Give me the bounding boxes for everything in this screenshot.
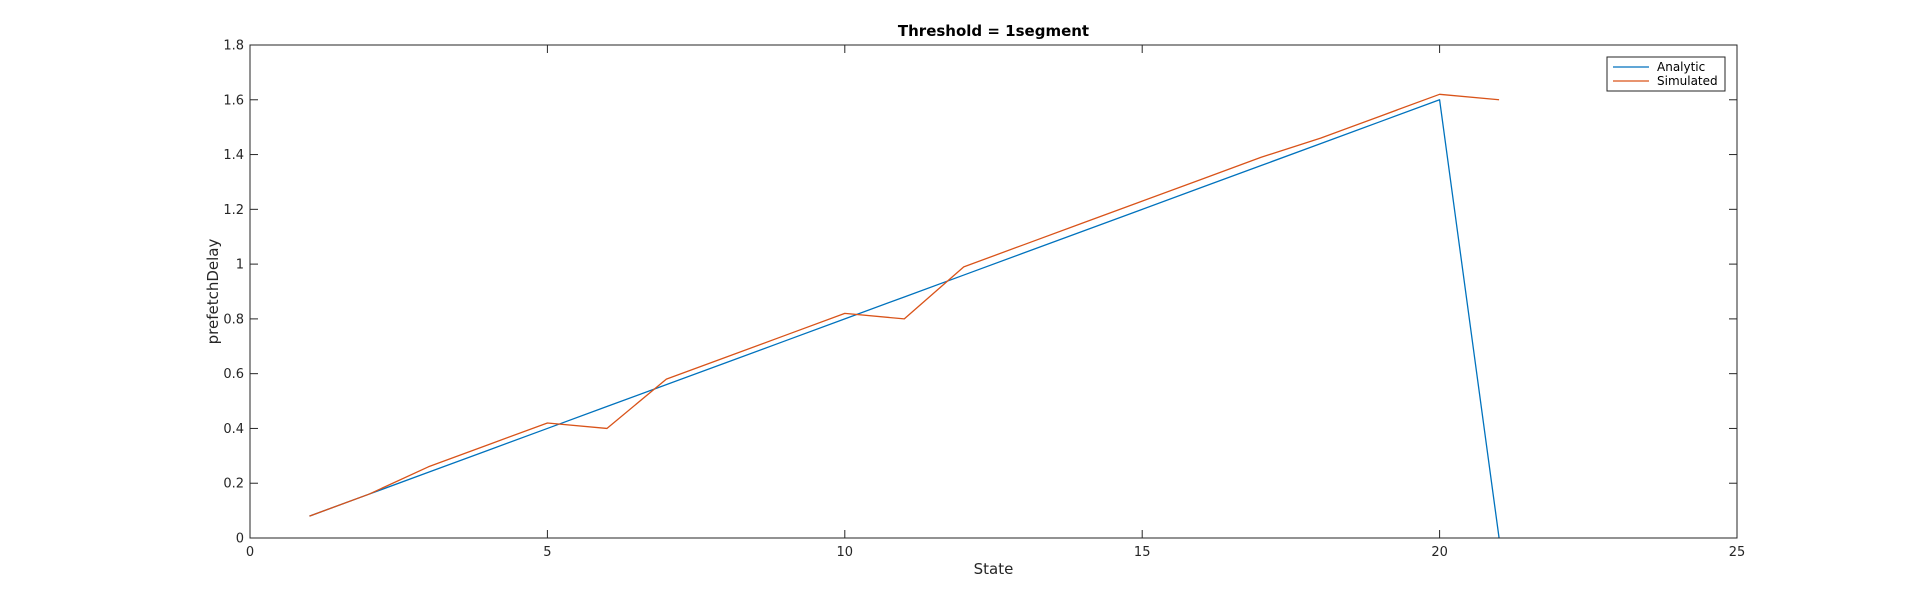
x-tick-label: 5 [543, 545, 551, 560]
x-tick-label: 0 [246, 545, 254, 560]
y-tick-label: 0.2 [223, 477, 244, 492]
legend-label-simulated: Simulated [1657, 74, 1718, 88]
x-tick-label: 25 [1729, 545, 1746, 560]
legend-box [1606, 56, 1726, 92]
plot-area [250, 45, 1737, 538]
y-tick-label: 1.6 [223, 93, 244, 108]
x-tick-label: 15 [1134, 545, 1151, 560]
chart-title: Threshold = 1segment [898, 22, 1089, 40]
legend-label-analytic: Analytic [1657, 60, 1705, 74]
y-axis-title: prefetchDelay [204, 239, 222, 345]
y-tick-label: 0.6 [223, 367, 244, 382]
x-axis-title: State [974, 560, 1014, 578]
y-tick-label: 1.4 [223, 148, 244, 163]
series-line-analytic [309, 99, 1500, 539]
y-tick-label: 1.2 [223, 203, 244, 218]
y-tick-label: 1.8 [223, 39, 244, 54]
axes-box [249, 44, 1738, 539]
y-tick-label: 0.8 [223, 312, 244, 327]
x-tick-label: 10 [837, 545, 854, 560]
y-tick-label: 1 [236, 258, 244, 273]
series-layer [309, 93, 1500, 539]
series-line-simulated [309, 93, 1500, 517]
x-tick-label: 20 [1431, 545, 1448, 560]
y-tick-label: 0 [236, 532, 244, 547]
y-tick-label: 0.4 [223, 422, 244, 437]
